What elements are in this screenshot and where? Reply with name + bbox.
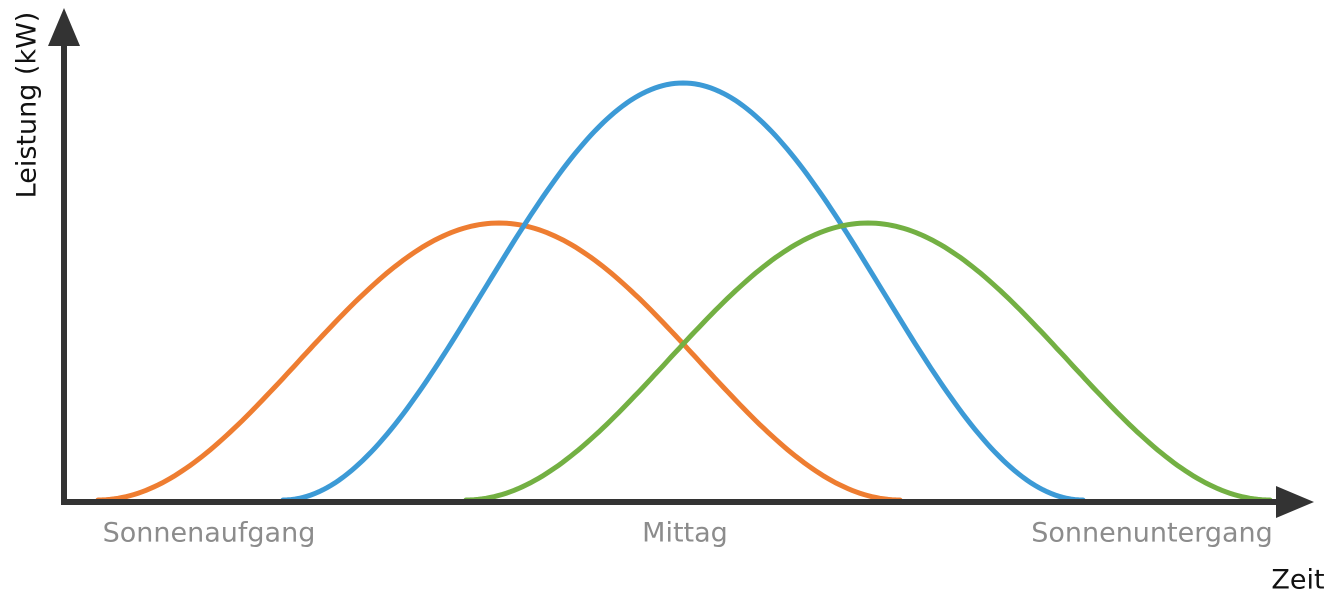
x-arrow [1276, 486, 1314, 518]
x-label: Mittag [642, 518, 728, 549]
x-label: Sonnenaufgang [103, 518, 316, 549]
curve [280, 80, 1086, 503]
curves [95, 80, 1273, 503]
y-axis-label: Leistung (kW) [12, 12, 43, 199]
x-axis-label: Zeit [1271, 565, 1324, 594]
curve [463, 220, 1273, 503]
curve [95, 220, 903, 503]
y-arrow [48, 8, 80, 46]
x-label: Sonnenuntergang [1031, 518, 1273, 549]
